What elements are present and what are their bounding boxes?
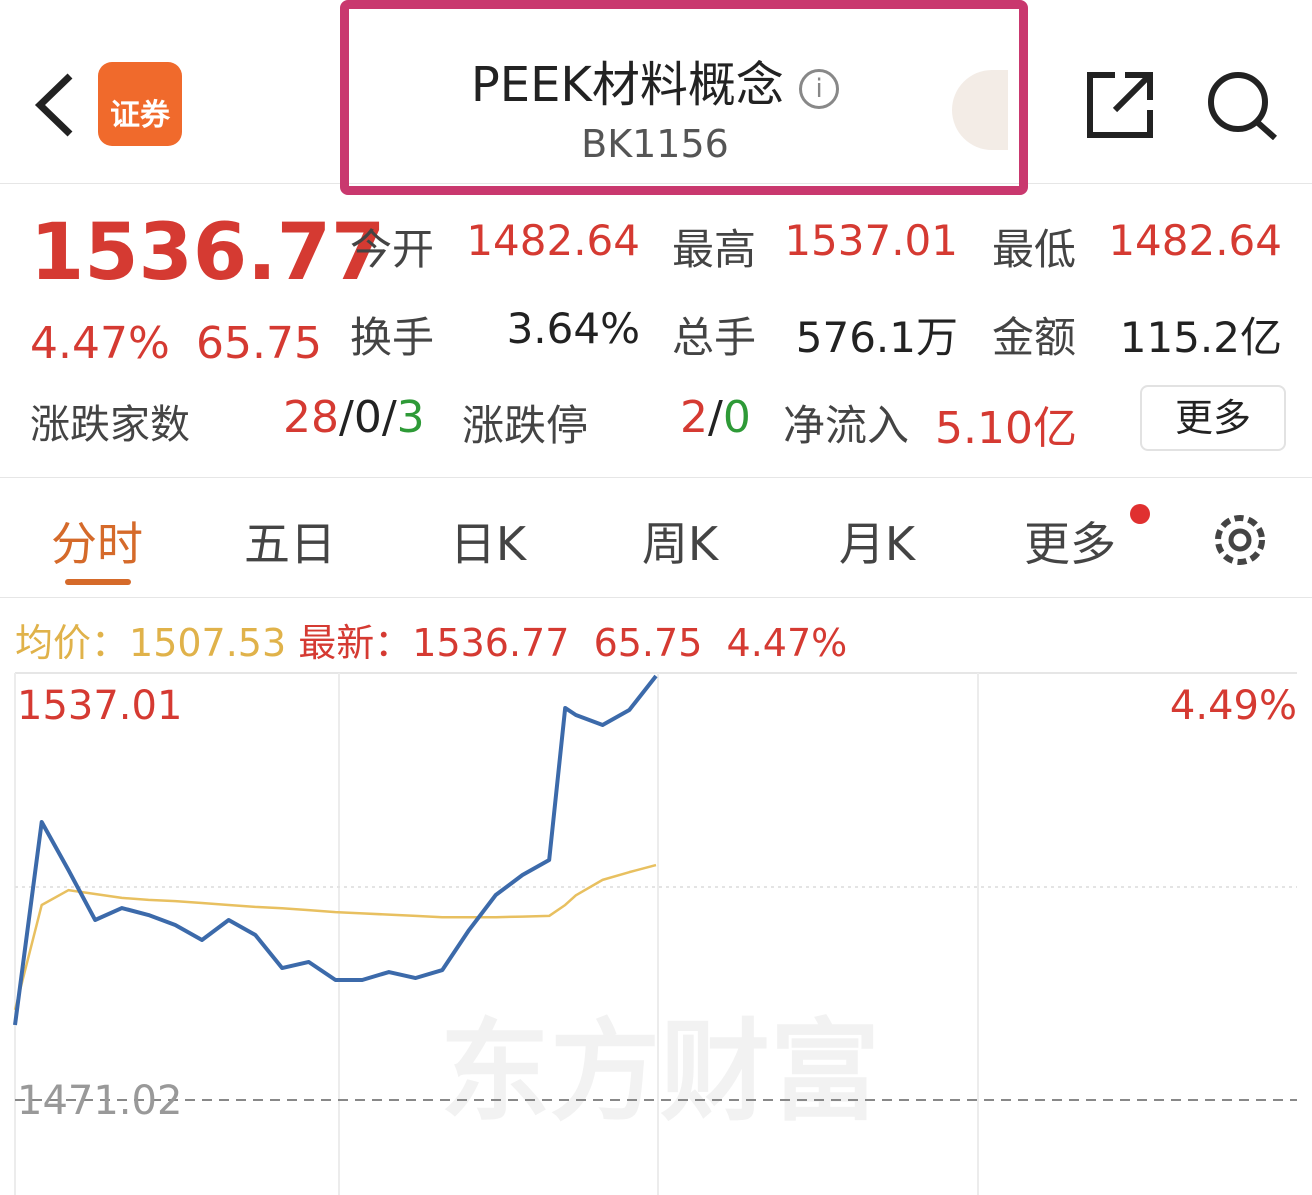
- highlight-box: [340, 0, 1028, 195]
- tab[interactable]: 分时: [51, 517, 143, 571]
- up: 28: [283, 392, 339, 443]
- watermark: 东方财富: [440, 1008, 880, 1136]
- tab-underline: [65, 579, 131, 585]
- pct: 4.47%: [30, 318, 170, 369]
- down: 3: [396, 392, 425, 443]
- stat-value: 1482.64: [466, 216, 640, 265]
- stat-label: 今开: [350, 225, 435, 274]
- tab[interactable]: 更多: [1024, 517, 1116, 571]
- avg-line: [13, 863, 657, 1011]
- stat-label: 金额: [992, 313, 1077, 362]
- sep: /: [381, 392, 397, 443]
- badge: [1130, 504, 1150, 524]
- breadth: 28/0/3: [283, 392, 425, 443]
- y-max-label: 1537.01: [17, 683, 182, 729]
- price-line: [13, 674, 658, 1026]
- inflow-label: 净流入: [783, 401, 910, 450]
- breadth-label: 涨跌家数: [30, 402, 190, 448]
- info-icon[interactable]: i: [799, 69, 840, 109]
- divider: [0, 597, 1312, 598]
- pct: 4.47%: [726, 621, 848, 665]
- tab[interactable]: 五日: [244, 517, 336, 571]
- price: 1536.77: [30, 208, 386, 298]
- latest-label: 最新：: [298, 621, 413, 665]
- y-min-label: 1471.02: [17, 1078, 182, 1124]
- down: 0: [722, 392, 751, 443]
- stat-label: 最低: [992, 225, 1077, 274]
- info-row: 均价：1507.53 最新：1536.77 65.75 4.47%: [15, 612, 847, 667]
- assistant-icon[interactable]: [952, 70, 1008, 150]
- pct-max-label: 4.49%: [1170, 683, 1297, 729]
- stock-name: PEEK材料概念: [470, 57, 784, 113]
- limit-label: 涨跌停: [462, 401, 589, 450]
- stat-value: 576.1万: [795, 313, 958, 362]
- stat-label: 最高: [672, 225, 757, 274]
- app-logo[interactable]: 证券: [98, 62, 182, 146]
- change: 65.75: [196, 318, 322, 369]
- tab[interactable]: 周K: [641, 517, 719, 571]
- stat-value: 1482.64: [1108, 216, 1282, 265]
- stat-value: 1537.01: [784, 216, 958, 265]
- change: 65.75: [593, 621, 703, 665]
- tab[interactable]: 月K: [838, 517, 916, 571]
- up: 2: [680, 392, 708, 443]
- title: PEEK材料概念 i: [349, 45, 961, 115]
- inflow: 5.10亿: [935, 403, 1077, 454]
- stat-label: 总手: [672, 313, 757, 362]
- sep: /: [339, 392, 354, 443]
- stat-value: 3.64%: [506, 304, 640, 353]
- stat-label: 换手: [350, 313, 435, 362]
- more-button[interactable]: 更多: [1140, 385, 1286, 451]
- latest: 1536.77: [412, 621, 570, 665]
- code: BK1156: [581, 122, 729, 166]
- sep: /: [708, 392, 723, 443]
- back-button[interactable]: [30, 70, 80, 140]
- search-button[interactable]: [1205, 70, 1280, 140]
- divider: [0, 477, 1312, 478]
- limit: 2/0: [680, 392, 751, 443]
- flat: 0: [353, 392, 382, 443]
- avg: 1507.53: [129, 621, 287, 665]
- logo-text: 证券: [110, 98, 170, 133]
- tab[interactable]: 日K: [449, 517, 527, 571]
- settings-button[interactable]: [1208, 508, 1272, 572]
- stat-value: 115.2亿: [1119, 313, 1282, 362]
- avg-label: 均价：: [15, 621, 130, 665]
- share-button[interactable]: [1085, 70, 1157, 140]
- divider: [0, 183, 1312, 184]
